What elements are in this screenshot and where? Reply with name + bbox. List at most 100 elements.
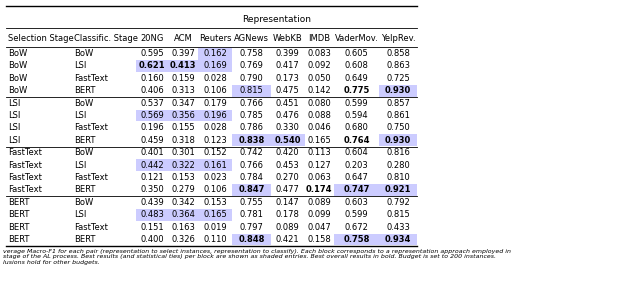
Text: 0.786: 0.786 — [239, 123, 264, 132]
Text: 0.453: 0.453 — [276, 161, 300, 170]
Text: 0.747: 0.747 — [343, 185, 370, 194]
Text: 0.203: 0.203 — [344, 161, 369, 170]
Text: 0.594: 0.594 — [345, 111, 368, 120]
Text: 0.781: 0.781 — [239, 210, 264, 219]
Text: 0.451: 0.451 — [276, 99, 300, 108]
Text: 0.847: 0.847 — [238, 185, 265, 194]
Text: 0.279: 0.279 — [172, 185, 195, 194]
Text: BoW: BoW — [8, 74, 28, 83]
FancyBboxPatch shape — [136, 60, 168, 72]
Text: 0.604: 0.604 — [344, 148, 369, 157]
Text: 0.608: 0.608 — [344, 62, 369, 70]
Text: 0.858: 0.858 — [386, 49, 410, 58]
FancyBboxPatch shape — [198, 159, 232, 171]
Text: 0.815: 0.815 — [239, 86, 264, 95]
Text: BoW: BoW — [8, 49, 28, 58]
Text: Representation: Representation — [242, 15, 311, 24]
Text: 0.158: 0.158 — [307, 235, 332, 244]
Text: 0.417: 0.417 — [276, 62, 300, 70]
Text: 0.755: 0.755 — [239, 198, 264, 207]
Text: LSI: LSI — [74, 210, 86, 219]
Text: ACM: ACM — [174, 34, 193, 43]
FancyBboxPatch shape — [136, 110, 168, 121]
Text: 0.672: 0.672 — [344, 223, 369, 231]
Text: BoW: BoW — [74, 198, 93, 207]
FancyBboxPatch shape — [232, 134, 271, 146]
Text: 0.603: 0.603 — [344, 198, 369, 207]
Text: 0.848: 0.848 — [238, 235, 265, 244]
Text: 0.537: 0.537 — [140, 99, 164, 108]
Text: BERT: BERT — [74, 136, 95, 145]
Text: 0.750: 0.750 — [386, 123, 410, 132]
Text: LSI: LSI — [74, 111, 86, 120]
Text: 0.161: 0.161 — [204, 161, 227, 170]
Text: LSI: LSI — [8, 99, 20, 108]
Text: 0.816: 0.816 — [386, 148, 410, 157]
Text: 0.477: 0.477 — [276, 185, 300, 194]
Text: 0.459: 0.459 — [140, 136, 164, 145]
Text: 0.350: 0.350 — [140, 185, 164, 194]
Text: 0.433: 0.433 — [386, 223, 410, 231]
Text: BoW: BoW — [8, 62, 28, 70]
Text: 0.766: 0.766 — [239, 161, 264, 170]
FancyBboxPatch shape — [168, 60, 198, 72]
Text: 0.769: 0.769 — [239, 62, 264, 70]
Text: 0.406: 0.406 — [140, 86, 164, 95]
Text: 0.725: 0.725 — [386, 74, 410, 83]
Text: 0.540: 0.540 — [275, 136, 301, 145]
Text: 0.934: 0.934 — [385, 235, 412, 244]
Text: BoW: BoW — [74, 148, 93, 157]
Text: 0.413: 0.413 — [170, 62, 196, 70]
Text: 0.160: 0.160 — [140, 74, 164, 83]
Text: 0.475: 0.475 — [276, 86, 300, 95]
Text: LSI: LSI — [8, 123, 20, 132]
Text: 0.605: 0.605 — [344, 49, 369, 58]
Text: BoW: BoW — [74, 49, 93, 58]
Text: 0.420: 0.420 — [276, 148, 300, 157]
Text: 0.152: 0.152 — [204, 148, 227, 157]
Text: 0.153: 0.153 — [172, 173, 195, 182]
Text: 0.162: 0.162 — [204, 49, 227, 58]
Text: 0.742: 0.742 — [239, 148, 264, 157]
Text: 0.863: 0.863 — [386, 62, 410, 70]
Text: 0.599: 0.599 — [345, 210, 368, 219]
Text: LSI: LSI — [74, 161, 86, 170]
FancyBboxPatch shape — [168, 209, 198, 221]
Text: 0.165: 0.165 — [204, 210, 227, 219]
Text: 0.142: 0.142 — [308, 86, 331, 95]
Text: 0.106: 0.106 — [204, 86, 227, 95]
Text: 0.784: 0.784 — [239, 173, 264, 182]
Text: 0.089: 0.089 — [276, 223, 300, 231]
FancyBboxPatch shape — [136, 159, 168, 171]
Text: 0.815: 0.815 — [386, 210, 410, 219]
Text: 0.356: 0.356 — [172, 111, 195, 120]
Text: 0.173: 0.173 — [276, 74, 300, 83]
Text: 0.758: 0.758 — [239, 49, 264, 58]
Text: FastText: FastText — [74, 123, 108, 132]
Text: 0.313: 0.313 — [172, 86, 195, 95]
Text: 0.838: 0.838 — [238, 136, 265, 145]
Text: 0.930: 0.930 — [385, 136, 412, 145]
Text: Reuters: Reuters — [199, 34, 232, 43]
Text: 0.106: 0.106 — [204, 185, 227, 194]
Text: BERT: BERT — [8, 210, 29, 219]
FancyBboxPatch shape — [136, 209, 168, 221]
Text: Classific. Stage: Classific. Stage — [74, 34, 138, 43]
Text: 0.089: 0.089 — [307, 198, 332, 207]
Text: WebKB: WebKB — [273, 34, 303, 43]
Text: FastText: FastText — [8, 185, 42, 194]
Text: BERT: BERT — [8, 223, 29, 231]
FancyBboxPatch shape — [271, 134, 305, 146]
Text: 0.019: 0.019 — [204, 223, 227, 231]
Text: 0.397: 0.397 — [172, 49, 195, 58]
Text: 0.155: 0.155 — [172, 123, 195, 132]
Text: BERT: BERT — [8, 235, 29, 244]
Text: 0.649: 0.649 — [344, 74, 369, 83]
Text: 0.775: 0.775 — [343, 86, 370, 95]
Text: FastText: FastText — [8, 148, 42, 157]
Text: 0.439: 0.439 — [140, 198, 164, 207]
Text: FastText: FastText — [74, 223, 108, 231]
Text: FastText: FastText — [74, 173, 108, 182]
Text: 0.028: 0.028 — [204, 74, 227, 83]
Text: 0.330: 0.330 — [276, 123, 300, 132]
